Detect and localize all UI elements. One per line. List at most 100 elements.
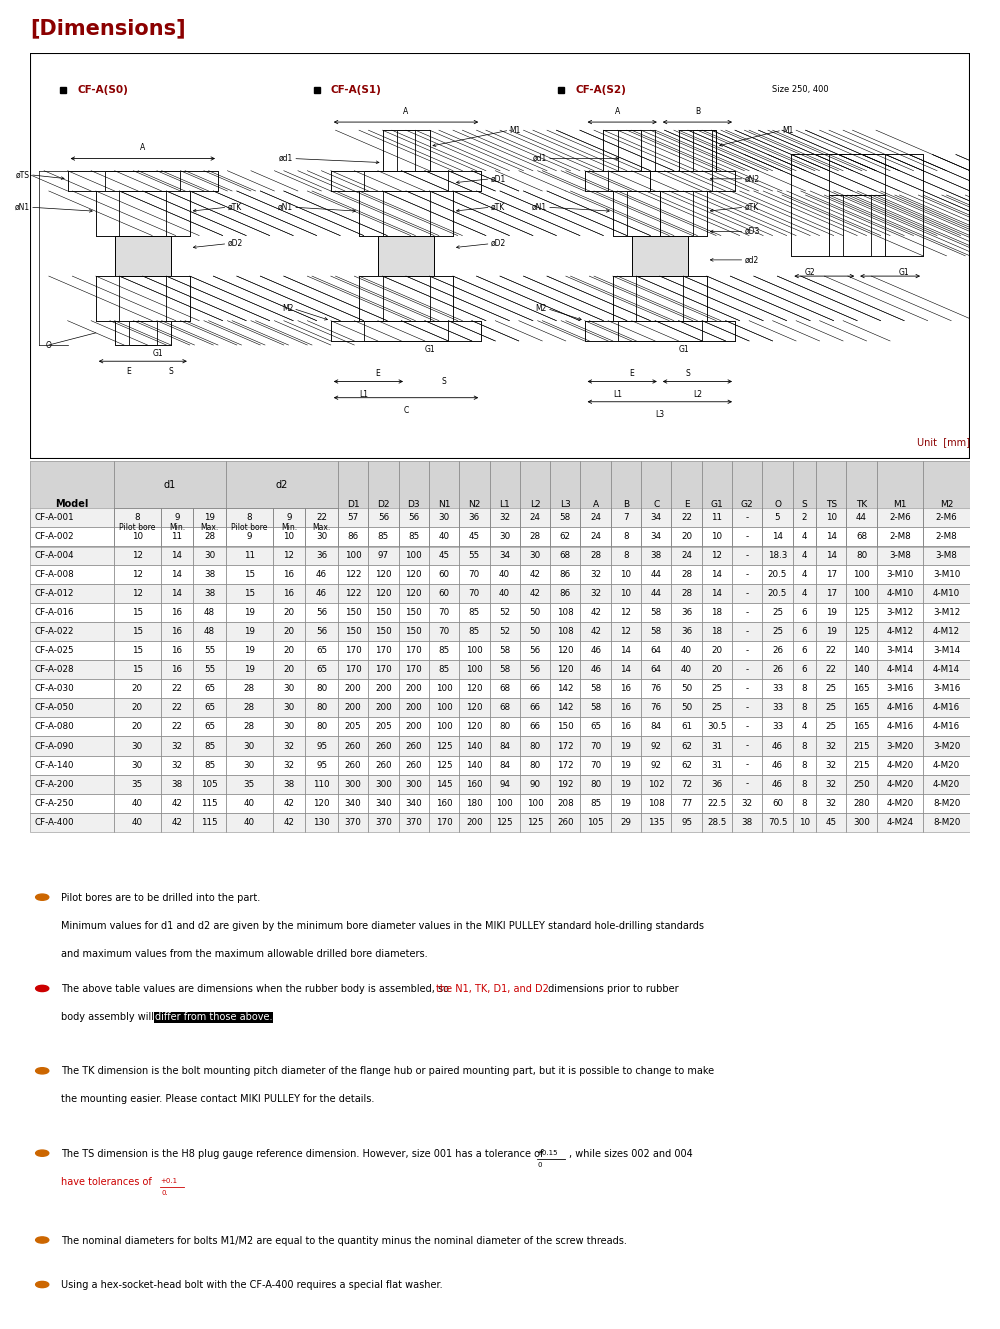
- Bar: [193, 528, 226, 546]
- Bar: [732, 508, 762, 528]
- Bar: [114, 755, 161, 775]
- Bar: [580, 461, 611, 548]
- Bar: [193, 508, 226, 528]
- Bar: [459, 546, 490, 565]
- Bar: [829, 195, 843, 255]
- Bar: [732, 461, 762, 548]
- Text: 60: 60: [438, 589, 450, 598]
- Bar: [923, 718, 970, 736]
- Bar: [193, 642, 226, 661]
- Bar: [399, 736, 429, 755]
- Bar: [846, 793, 877, 812]
- Text: 4-M12: 4-M12: [933, 627, 960, 637]
- Bar: [338, 528, 368, 546]
- Bar: [641, 528, 671, 546]
- Bar: [793, 679, 816, 699]
- Bar: [793, 736, 816, 755]
- Bar: [30, 661, 114, 679]
- Bar: [399, 528, 429, 546]
- Text: 4-M10: 4-M10: [886, 589, 914, 598]
- Text: 200: 200: [405, 703, 422, 712]
- Bar: [550, 699, 580, 718]
- Bar: [459, 565, 490, 585]
- Text: 11: 11: [244, 552, 255, 561]
- Bar: [846, 642, 877, 661]
- Text: 200: 200: [345, 703, 361, 712]
- Bar: [846, 565, 877, 585]
- Bar: [490, 461, 520, 548]
- Text: 4-M20: 4-M20: [886, 780, 914, 788]
- Text: 38: 38: [171, 780, 183, 788]
- Bar: [399, 622, 429, 642]
- Text: 85: 85: [378, 533, 389, 541]
- Text: 4: 4: [802, 552, 807, 561]
- Bar: [193, 508, 226, 548]
- Bar: [877, 603, 923, 622]
- Text: 57: 57: [347, 513, 359, 522]
- Text: 140: 140: [466, 742, 483, 751]
- Bar: [430, 276, 453, 320]
- Text: 30: 30: [132, 742, 143, 751]
- Text: 48: 48: [204, 627, 215, 637]
- Bar: [877, 736, 923, 755]
- Text: 85: 85: [438, 646, 450, 655]
- Text: 160: 160: [436, 799, 452, 808]
- Bar: [490, 661, 520, 679]
- Text: 165: 165: [853, 723, 870, 731]
- Text: 10: 10: [132, 533, 143, 541]
- Text: 65: 65: [316, 666, 327, 674]
- Text: Max.: Max.: [312, 524, 331, 532]
- Text: 20.5: 20.5: [768, 589, 787, 598]
- Bar: [161, 679, 193, 699]
- Bar: [580, 528, 611, 546]
- Text: TK: TK: [856, 500, 867, 509]
- Bar: [459, 755, 490, 775]
- Bar: [641, 775, 671, 793]
- Bar: [459, 642, 490, 661]
- Bar: [520, 603, 550, 622]
- Bar: [193, 622, 226, 642]
- Text: 92: 92: [651, 742, 662, 751]
- Bar: [671, 812, 702, 832]
- Bar: [399, 775, 429, 793]
- Bar: [877, 546, 923, 565]
- Text: 85: 85: [204, 742, 215, 751]
- Bar: [793, 461, 816, 548]
- Bar: [550, 755, 580, 775]
- Bar: [226, 642, 273, 661]
- Bar: [305, 603, 338, 622]
- Text: 55: 55: [469, 552, 480, 561]
- Bar: [273, 622, 305, 642]
- Text: C: C: [653, 500, 659, 509]
- Text: 14: 14: [171, 552, 182, 561]
- Text: 80: 80: [590, 780, 601, 788]
- Bar: [580, 793, 611, 812]
- Bar: [683, 276, 707, 320]
- Text: CF-A(S2): CF-A(S2): [575, 85, 626, 94]
- Bar: [877, 661, 923, 679]
- Bar: [305, 642, 338, 661]
- Bar: [399, 699, 429, 718]
- Text: 300: 300: [345, 780, 361, 788]
- Text: 300: 300: [853, 817, 870, 827]
- Text: 100: 100: [466, 646, 483, 655]
- Bar: [399, 699, 429, 718]
- Text: 100: 100: [853, 589, 870, 598]
- Text: 4-M16: 4-M16: [886, 703, 914, 712]
- Text: 10: 10: [283, 533, 294, 541]
- Text: 205: 205: [345, 723, 361, 731]
- Text: 22: 22: [826, 666, 837, 674]
- Text: 85: 85: [590, 799, 601, 808]
- Text: 30: 30: [204, 552, 215, 561]
- Text: 340: 340: [345, 799, 361, 808]
- Bar: [550, 642, 580, 661]
- Text: 80: 80: [499, 723, 510, 731]
- Bar: [30, 793, 114, 812]
- Text: 3-M20: 3-M20: [886, 742, 914, 751]
- Bar: [580, 755, 611, 775]
- Bar: [550, 546, 580, 565]
- Text: 4: 4: [802, 570, 807, 579]
- Text: A: A: [403, 108, 409, 116]
- Text: M1: M1: [893, 500, 907, 509]
- Text: 42: 42: [590, 609, 601, 618]
